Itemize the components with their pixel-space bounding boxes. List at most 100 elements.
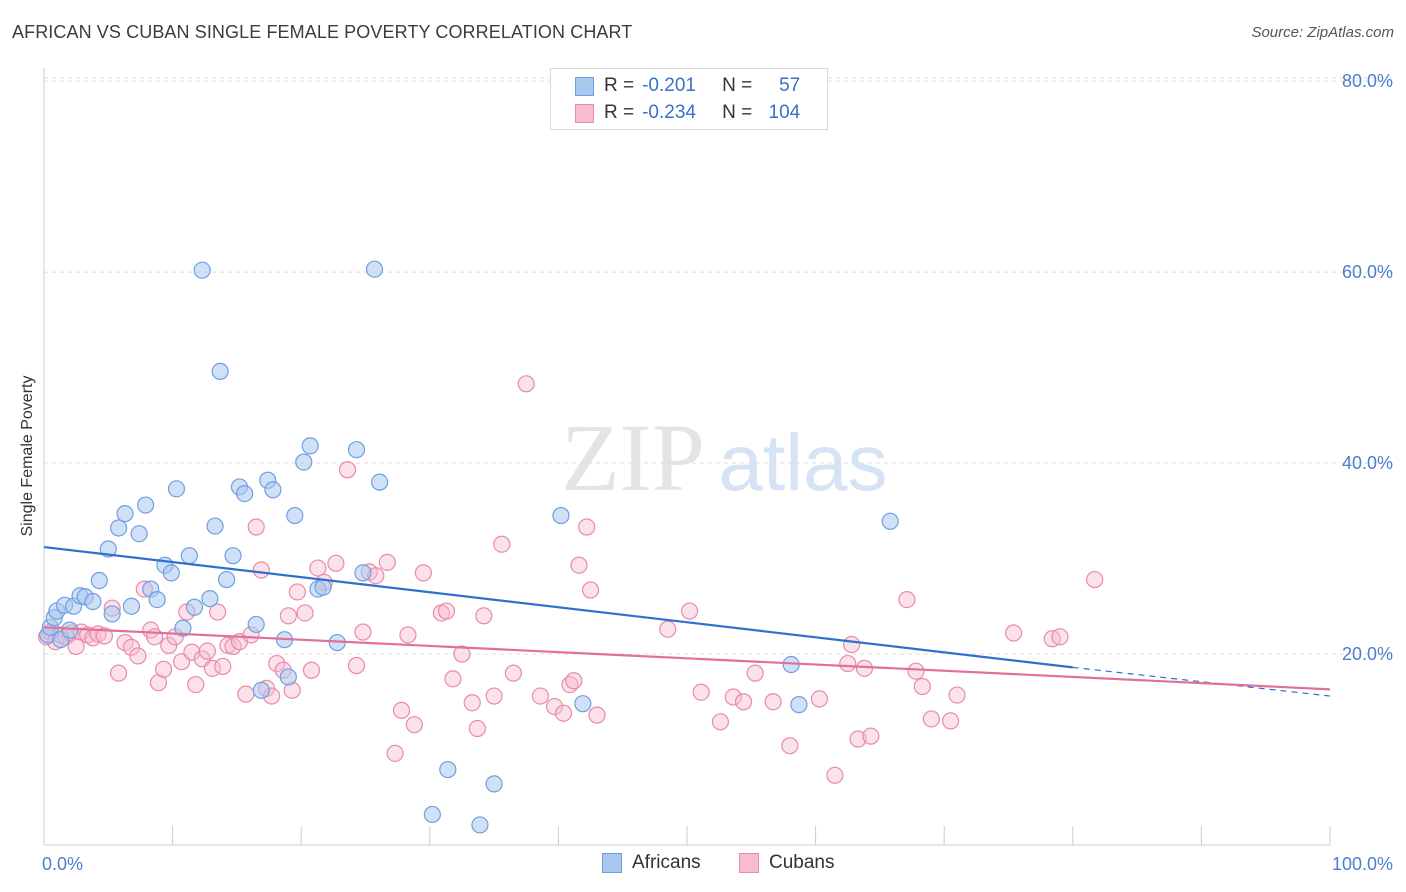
africans-point [180,547,198,565]
legend-r-value: -0.234 [642,102,696,123]
cubans-point [504,664,522,682]
africans-point [185,598,204,616]
cubans-point [203,659,222,677]
africans-point [211,362,229,380]
cubans-point [554,704,573,722]
cubans-point [855,659,874,677]
cubans-point [493,535,511,553]
cubans-point [680,602,699,620]
cubans-point [347,656,366,675]
cubans-point [109,664,128,682]
cubans-point [198,642,216,660]
legend-item-cubans: Cubans [739,852,835,874]
cubans-point [922,710,940,728]
cubans-point [468,719,486,738]
africans-point [174,619,192,637]
africans-point [236,485,254,503]
axes [43,68,1331,846]
cubans-point [296,604,314,622]
cubans-point [734,693,753,711]
cubans-point [711,713,730,731]
cubans-point [531,687,549,705]
cubans-point [517,375,535,393]
legend-r-label: R = [604,75,635,96]
watermark-atlas: atlas [719,418,888,507]
cubans-point [659,620,677,638]
cubans-point [843,635,861,654]
cubans-point [268,654,286,673]
y-tick-label: 60.0% [1342,262,1393,282]
cubans-point [386,744,404,762]
africans-point [264,481,282,499]
cubans-point [392,701,411,719]
cubans-point [581,581,600,599]
africans-point [371,473,389,491]
cubans-point [764,693,782,711]
africans-point [485,775,503,793]
cubans-point [545,697,564,716]
cubans-point [463,694,481,712]
legend-r-value: -0.201 [642,75,696,96]
africans-point [116,505,134,523]
cubans-point [948,686,966,704]
cubans-point [570,556,588,574]
cubans-point [485,687,503,705]
cubans-point [405,716,423,734]
cubans-point [209,603,227,621]
africans-point [61,621,79,639]
x-tick-labels: 0.0% 100.0% [42,854,1393,874]
africans-point [252,681,270,699]
africans-label: Africans [632,852,701,873]
series-legend: Africans Cubans [0,852,1406,878]
cubans-swatch [575,103,594,123]
cubans-point [907,662,925,680]
cubans-point [898,590,916,609]
cubans-point [309,559,327,577]
africans-point [881,512,899,530]
cubans-point [122,638,141,656]
africans-point [347,441,366,459]
cubans-point [913,677,931,696]
legend-n-label: N = [722,75,753,96]
africans-point [90,571,108,590]
cubans-point [578,518,596,536]
cubans-point [252,561,270,579]
africans-point [365,260,384,278]
cubans-point [475,607,493,625]
africans-point [103,605,121,623]
africans-point [423,805,441,824]
cubans-point [145,628,164,646]
africans-point [201,590,219,608]
cubans-point [95,627,114,645]
cubans-point [338,461,357,479]
grid-lines [44,77,1393,655]
cubans-point [781,737,799,755]
cubans-point [399,626,417,644]
africans-point [224,547,242,565]
africans-points [39,260,899,834]
africans-trend-extension [1072,666,1331,697]
cubans-point [247,518,265,536]
africans-swatch [602,853,622,873]
cubans-point [444,670,462,688]
cubans-point [237,685,255,703]
y-tick-label: 20.0% [1342,644,1393,664]
africans-point [109,519,128,537]
cubans-point [160,636,178,655]
cubans-point [849,730,867,748]
africans-point [247,615,265,634]
cubans-point [942,712,960,730]
africans-point [552,506,570,525]
y-tick-label: 80.0% [1342,71,1393,91]
source-credit: Source: ZipAtlas.com [1251,24,1394,41]
correlation-legend: R = -0.201 N = 57 R = -0.234 N = 104 [550,68,828,130]
africans-point [295,453,313,471]
cubans-point [692,683,710,701]
cubans-point [1086,570,1104,589]
cubans-point [214,657,232,676]
africans-point [301,437,319,455]
cubans-point [1005,624,1023,642]
africans-point [206,517,224,535]
cubans-point [565,672,583,690]
